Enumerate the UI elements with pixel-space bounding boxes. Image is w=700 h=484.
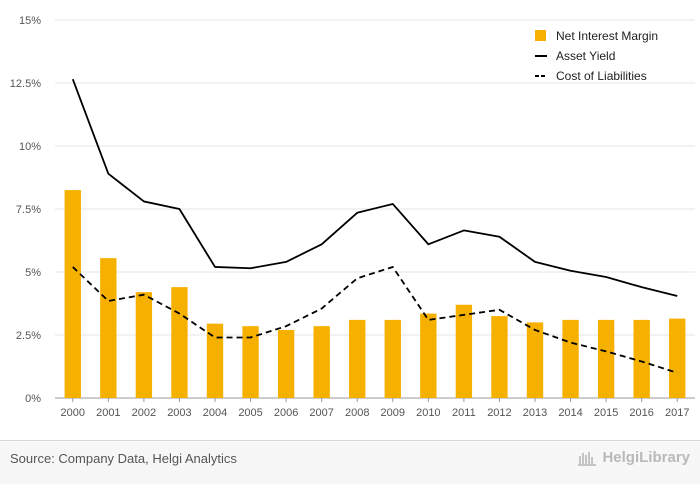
bar	[64, 190, 81, 398]
x-axis: 2000 2001 2002 2003 2004 2005 2006 2007 2008 2009…	[61, 398, 689, 419]
x-tick-label: 2008	[345, 407, 369, 419]
x-tick-label: 2007	[309, 407, 333, 419]
bar	[277, 329, 295, 398]
bar	[669, 318, 686, 398]
x-tick-label: 2013	[523, 407, 547, 419]
bar	[562, 319, 579, 398]
bar	[633, 319, 650, 398]
y-axis: 0% 2.5% 5% 7.5% 10% 12.5% 15%	[10, 15, 41, 405]
footer: Source: Company Data, Helgi Analytics He…	[0, 440, 700, 484]
grid-lines	[55, 19, 695, 399]
x-tick-label: 2003	[167, 407, 191, 419]
bar	[242, 326, 259, 398]
y-tick-label: 0%	[25, 393, 41, 405]
x-tick-label: 2012	[487, 407, 511, 419]
bar	[349, 319, 366, 398]
x-tick-label: 2005	[238, 407, 262, 419]
x-tick-label: 2011	[452, 407, 476, 419]
bar	[455, 304, 473, 398]
bar	[491, 316, 508, 398]
asset-yield-line	[71, 78, 678, 297]
legend-label: Asset Yield	[556, 49, 615, 63]
line-series	[71, 78, 678, 374]
legend-label: Net Interest Margin	[556, 29, 658, 43]
bar	[206, 323, 224, 398]
x-tick-label: 2006	[274, 407, 298, 419]
helgi-library-logo: HelgiLibrary	[578, 449, 690, 466]
bar	[171, 287, 188, 398]
legend: Net Interest Margin Asset Yield Cost of Li…	[535, 29, 658, 83]
y-tick-label: 5%	[25, 267, 41, 279]
legend-label: Cost of Liabilities	[556, 69, 647, 83]
x-tick-label: 2000	[61, 407, 85, 419]
y-tick-label: 7.5%	[16, 204, 41, 216]
bar	[526, 322, 544, 398]
bar	[100, 258, 117, 398]
library-logo-icon	[578, 451, 597, 466]
logo-text: HelgiLibrary	[602, 449, 690, 466]
x-tick-label: 2001	[96, 407, 120, 419]
x-tick-label: 2014	[558, 407, 582, 419]
bar	[384, 319, 401, 398]
bar-series	[64, 190, 686, 398]
cost-of-liabilities-line	[72, 266, 678, 374]
y-tick-label: 15%	[19, 15, 41, 27]
y-tick-label: 12.5%	[10, 78, 41, 90]
bar	[135, 292, 153, 398]
bar	[597, 319, 615, 398]
x-tick-label: 2004	[203, 407, 227, 419]
legend-swatch	[535, 30, 546, 41]
bar	[313, 326, 330, 398]
x-tick-label: 2017	[665, 407, 689, 419]
bar	[420, 313, 437, 398]
y-tick-label: 2.5%	[16, 330, 41, 342]
x-tick-label: 2002	[132, 407, 156, 419]
y-tick-label: 10%	[19, 141, 41, 153]
x-tick-label: 2015	[594, 407, 618, 419]
x-tick-label: 2016	[629, 407, 653, 419]
x-tick-label: 2010	[416, 407, 440, 419]
x-tick-label: 2009	[381, 407, 405, 419]
chart: 0% 2.5% 5% 7.5% 10% 12.5% 15% 2000 2001 2002 2003…	[10, 15, 695, 419]
source-text: Source: Company Data, Helgi Analytics	[10, 451, 237, 466]
